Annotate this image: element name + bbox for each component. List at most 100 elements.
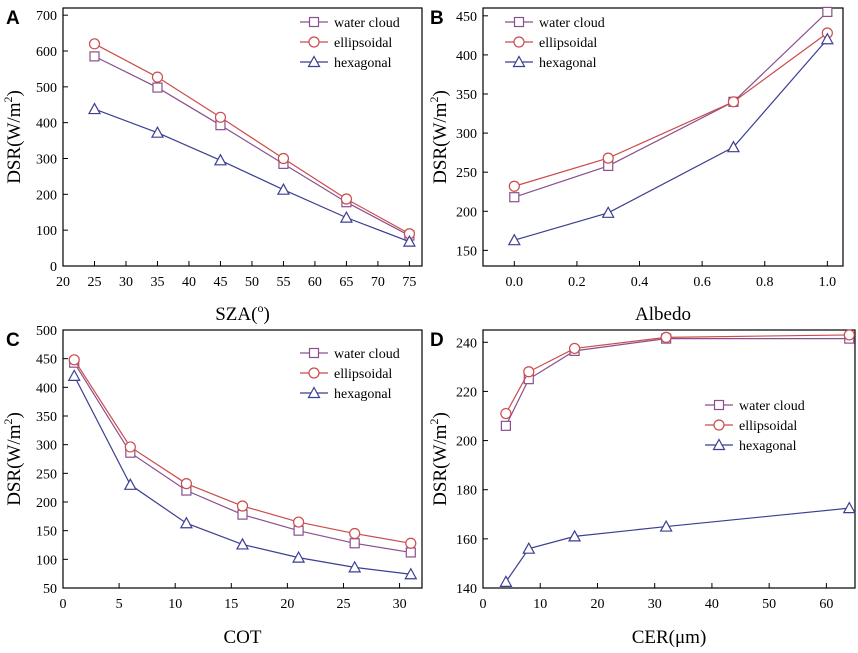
x-axis-label-paren: ( [251,304,257,325]
data-point-circle [602,152,614,164]
panel-letter: C [6,330,20,351]
x-axis-label-text: SZA [215,304,251,325]
y-tick-label: 140 [456,582,477,597]
data-point-triangle [659,519,673,532]
x-tick-label: 30 [119,275,133,290]
panel-letter: D [430,330,444,351]
x-tick-label: 60 [308,275,322,290]
data-point-triangle [507,233,521,246]
legend: water cloud ellipsoidal hexagonal [300,347,400,402]
x-tick-label: 0.6 [693,275,711,290]
y-tick-label: 400 [456,49,477,64]
legend-marker-triangle [712,438,726,451]
series-line [514,38,828,241]
data-point-triangle [402,234,416,247]
y-axis-label-sup: 2 [427,419,441,425]
y-tick-label: 160 [456,533,477,548]
data-point-triangle [67,369,81,381]
legend-label: water cloud [739,399,805,414]
legend-label: water cloud [334,347,400,362]
x-tick-label: 50 [245,275,259,290]
x-tick-label: 25 [87,275,101,290]
x-axis-label-text: CER(μm) [632,627,707,648]
x-tick-label: 45 [213,275,227,290]
x-tick-label: 25 [336,597,350,612]
x-tick-label: 20 [590,597,604,612]
data-point-circle [349,527,361,540]
data-point-triangle [842,501,856,514]
legend-label: hexagonal [334,56,392,71]
data-point-circle [340,193,353,205]
panel-d: D 0 10 20 30 40 50 60 140 160 180 200 220 240 CER(μm) D… [427,329,856,648]
data-point-circle [660,331,672,343]
legend-marker-circle [308,36,320,48]
data-point-circle [124,441,136,453]
y-axis-label-paren: ) [4,90,25,96]
legend: water cloud ellipsoidal hexagonal [705,399,805,454]
data-point-circle [277,152,290,165]
legend-label: ellipsoidal [539,36,597,51]
series-water-cloud [500,333,855,431]
x-axis-label-sup: o [257,301,263,315]
legend-marker-circle [713,419,725,431]
data-point-circle [292,516,305,528]
x-tick-label: 20 [56,275,70,290]
legend-marker-square [308,347,320,359]
y-tick-label: 350 [36,410,57,425]
y-axis-label-text: DSR(W/m [4,102,25,184]
legend-marker-square [308,16,320,28]
y-axis-label-paren: ) [4,412,25,418]
x-tick-label: 0.2 [568,275,586,290]
x-axis-label: COT [224,627,262,648]
series-line [505,507,850,583]
data-point-square [405,547,416,558]
x-tick-label: 5 [116,597,123,612]
x-tick-label: 30 [393,597,407,612]
y-tick-label: 400 [36,381,57,396]
y-axis-label-paren: ) [430,90,451,96]
x-tick-label: 30 [648,597,662,612]
data-point-circle [88,38,101,50]
plot-frame [482,329,856,589]
data-point-circle [236,500,249,512]
x-axis-label-text: COT [224,627,262,648]
data-point-square [349,538,360,549]
x-axis-label: Albedo [635,304,691,325]
data-point-circle [523,366,535,378]
panel-letter: B [430,8,444,29]
y-tick-label: 500 [36,81,57,96]
legend-marker-circle [513,36,525,48]
x-axis-label-paren: ) [263,304,269,325]
series-line [94,108,410,243]
y-tick-label: 450 [456,10,477,25]
legend: water cloud ellipsoidal hexagonal [300,16,400,71]
y-tick-label: 50 [43,582,57,597]
series-water-cloud [89,51,415,241]
x-axis-label: CER(μm) [632,627,707,648]
legend-label: ellipsoidal [739,419,797,434]
panel-c: C 0 5 10 15 20 25 30 50 100 150 200 250 300 350 400 450 5… [1,324,423,648]
y-tick-label: 200 [36,496,57,511]
y-tick-label: 250 [36,467,57,482]
x-tick-label: 0.8 [756,275,774,290]
series-hexagonal [87,102,416,247]
legend: water cloud ellipsoidal hexagonal [505,16,605,71]
y-axis-label: DSR(W/m2) [1,90,25,184]
plot-frame [62,329,423,589]
data-point-circle [568,342,581,355]
x-tick-label: 0 [60,597,67,612]
panel-a: A 20 25 30 35 40 45 50 55 60 65 70 75 0 100 200 300 400 50… [1,7,423,325]
legend-label: hexagonal [334,387,392,402]
x-tick-label: 20 [280,597,294,612]
plot-frame [482,7,844,267]
legend-label: hexagonal [539,56,597,71]
series-ellipsoidal [500,329,855,420]
data-point-circle [68,354,80,366]
x-tick-label: 55 [276,275,290,290]
y-tick-label: 700 [36,9,57,24]
y-tick-label: 240 [456,336,477,351]
series-ellipsoidal [68,354,417,549]
data-point-triangle [87,102,102,115]
legend-marker-square [713,399,725,411]
y-tick-label: 100 [36,224,57,239]
